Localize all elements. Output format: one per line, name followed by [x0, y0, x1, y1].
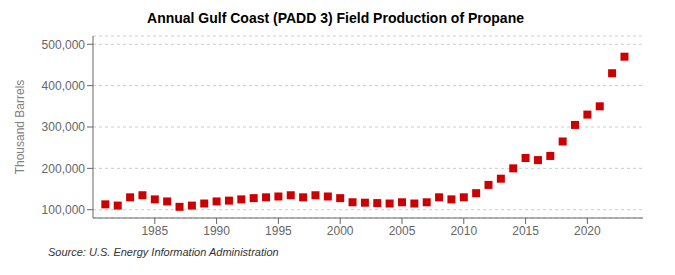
svg-text:500,000: 500,000	[42, 38, 86, 52]
svg-text:Thousand Barrels: Thousand Barrels	[13, 80, 27, 175]
svg-text:1990: 1990	[203, 224, 230, 238]
svg-text:2010: 2010	[450, 224, 477, 238]
html-text:Annual Gulf Coast (PADD 3) Fie: Annual Gulf Coast (PADD 3) Field Product…	[147, 10, 524, 26]
svg-text:1995: 1995	[265, 224, 292, 238]
html-text:Source: U.S. Energy Informatio: Source: U.S. Energy Information Administ…	[48, 246, 279, 258]
svg-text:300,000: 300,000	[42, 120, 86, 134]
svg-text:1985: 1985	[141, 224, 168, 238]
svg-text:2015: 2015	[512, 224, 539, 238]
svg-text:2005: 2005	[389, 224, 416, 238]
svg-text:400,000: 400,000	[42, 79, 86, 93]
svg-text:200,000: 200,000	[42, 162, 86, 176]
svg-text:100,000: 100,000	[42, 203, 86, 217]
svg-text:2000: 2000	[327, 224, 354, 238]
svg-text:2020: 2020	[574, 224, 601, 238]
